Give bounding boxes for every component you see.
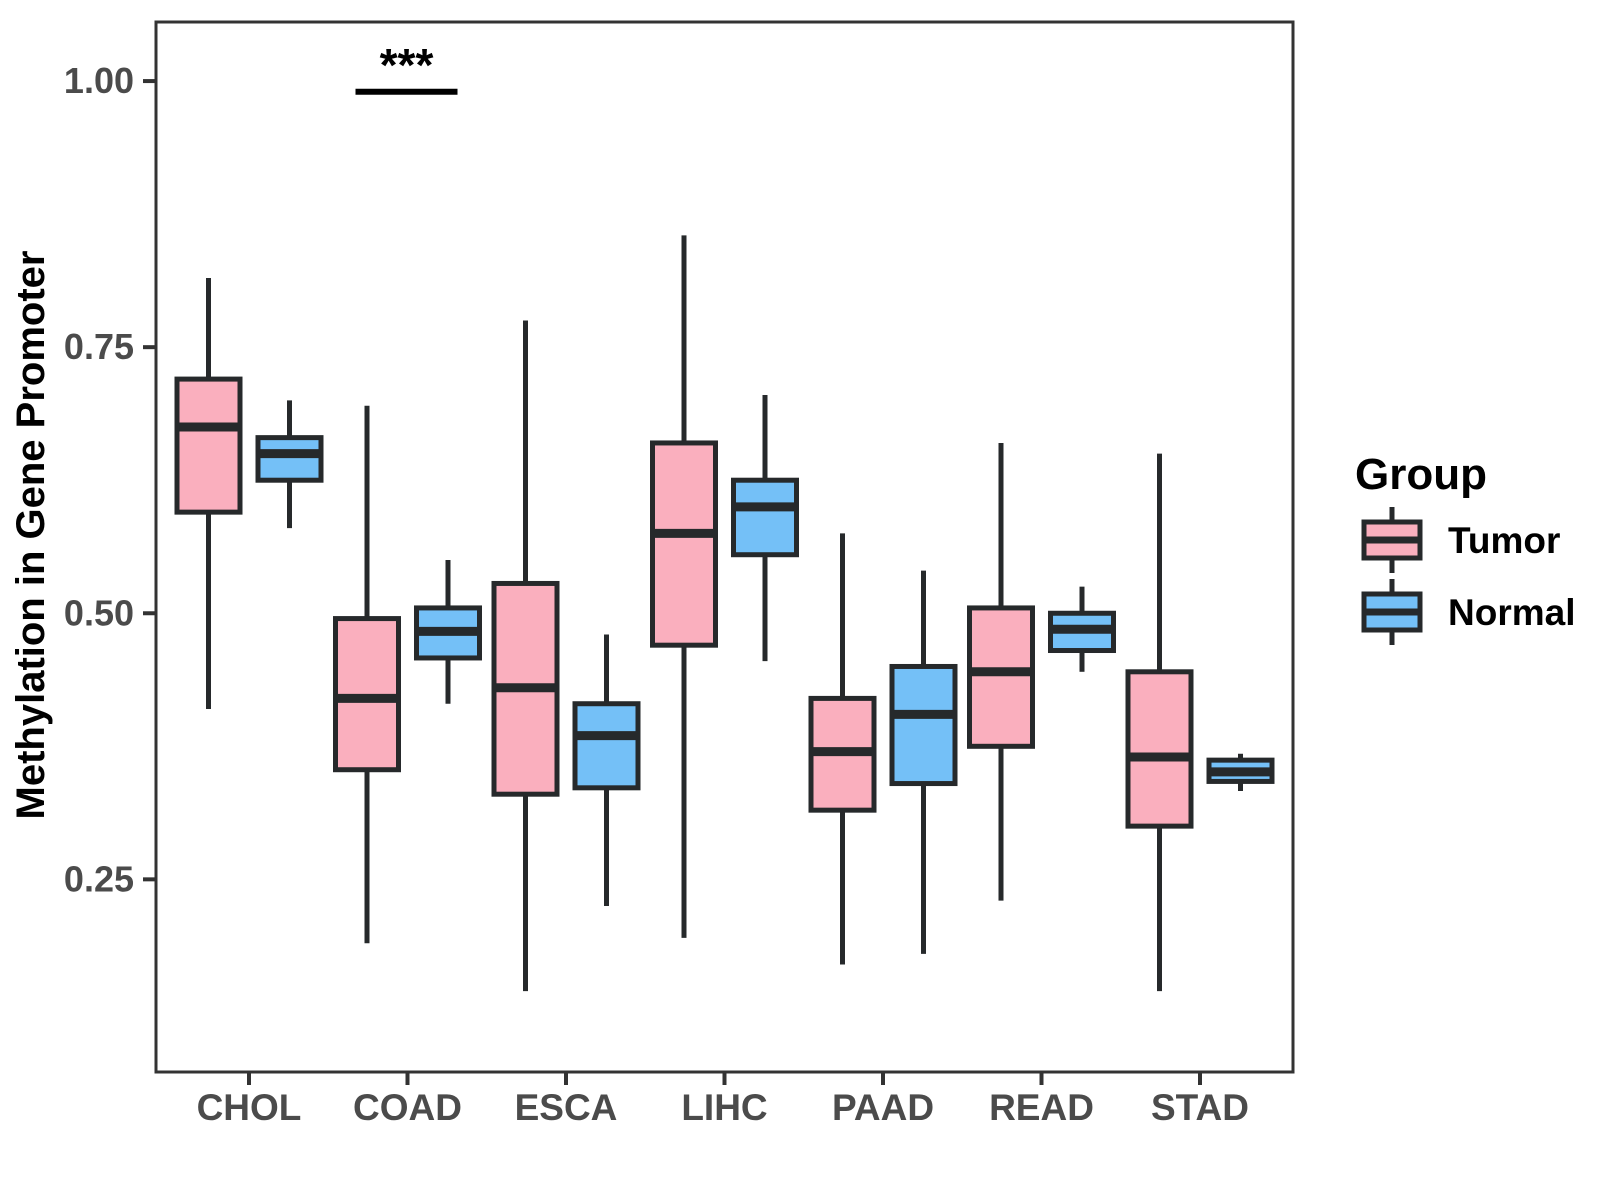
iqr-box <box>967 605 1035 749</box>
x-tick-label: CHOL <box>197 1087 302 1128</box>
iqr-box <box>650 440 718 648</box>
box-PAAD-Tumor <box>808 533 877 965</box>
box-CHOL-Normal <box>255 400 324 529</box>
box-CHOL-Tumor <box>174 277 243 710</box>
x-axis: CHOL COAD ESCA LIHC PAAD READ STAD <box>197 1072 1249 1128</box>
legend-key-tumor: Tumor <box>1361 507 1560 573</box>
iqr-box <box>731 477 799 558</box>
legend-key-normal: Normal <box>1361 579 1575 645</box>
iqr-box <box>572 701 641 791</box>
plot-panel <box>154 20 1295 1074</box>
y-axis: 0.25 0.50 0.75 1.00 <box>64 60 156 899</box>
x-tick-label: COAD <box>353 1087 462 1128</box>
box-COAD-Normal <box>414 560 482 704</box>
box-LIHC-Normal <box>731 395 799 662</box>
legend-label: Tumor <box>1448 520 1560 561</box>
box-ESCA-Normal <box>572 634 641 906</box>
significance-stars: *** <box>380 39 434 91</box>
box-STAD-Tumor <box>1125 453 1194 992</box>
y-axis-title: Methylation in Gene Promoter <box>9 251 53 820</box>
x-tick-label: STAD <box>1151 1087 1249 1128</box>
x-tick-label: PAAD <box>832 1087 934 1128</box>
x-tick-label: LIHC <box>681 1087 767 1128</box>
y-tick-label: 0.75 <box>64 326 134 367</box>
iqr-box <box>255 435 324 483</box>
legend: Group Tumor Normal <box>1355 450 1575 645</box>
box-LIHC-Tumor <box>650 235 718 938</box>
y-tick-label: 0.50 <box>64 592 134 633</box>
iqr-box <box>889 663 958 787</box>
box-ESCA-Tumor <box>491 320 560 992</box>
box-PAAD-Normal <box>889 570 958 954</box>
boxes-layer <box>174 235 1275 992</box>
iqr-box <box>174 376 243 515</box>
legend-label: Normal <box>1448 592 1575 633</box>
significance-annotation: *** <box>355 39 458 95</box>
iqr-box <box>1125 669 1194 829</box>
legend-keys: Tumor Normal <box>1361 507 1575 645</box>
legend-title: Group <box>1355 450 1487 499</box>
box-COAD-Tumor <box>333 405 401 944</box>
panel-border <box>154 20 1295 1074</box>
box-STAD-Normal <box>1206 753 1275 792</box>
box-READ-Tumor <box>967 442 1035 901</box>
x-tick-label: READ <box>989 1087 1094 1128</box>
y-tick-label: 1.00 <box>64 60 134 101</box>
y-tick-label: 0.25 <box>64 858 134 899</box>
x-tick-label: ESCA <box>515 1087 618 1128</box>
box-READ-Normal <box>1048 586 1116 672</box>
